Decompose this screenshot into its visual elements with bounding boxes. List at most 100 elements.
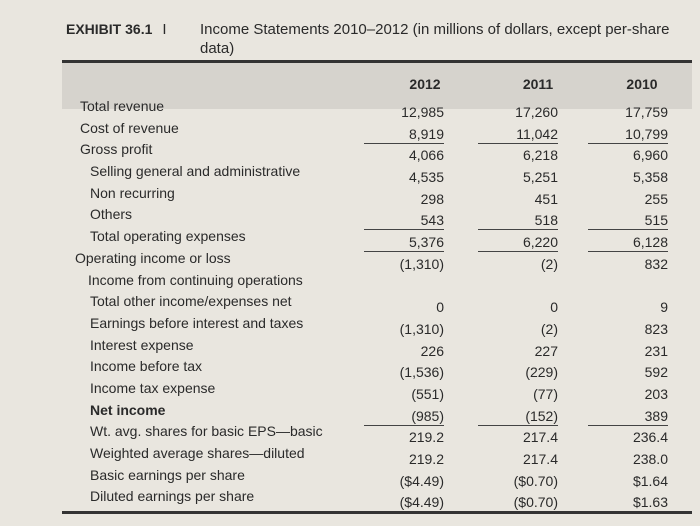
cell-2011: (152) <box>478 408 558 426</box>
table-row: Cost of revenue 8,919 11,042 10,799 <box>0 116 700 144</box>
cell-2012: ($4.49) <box>399 494 444 511</box>
cell-2012: 0 <box>436 299 444 316</box>
cell-2011: 217.4 <box>522 451 558 467</box>
table-row: Basic earnings per share ($4.49) ($0.70) $1… <box>0 463 700 489</box>
cell-2011: 0 <box>550 299 558 316</box>
row-label: Income from continuing operations <box>88 271 303 288</box>
cell-2012: (985) <box>364 408 444 426</box>
table-row: Diluted earnings per share ($4.49) ($0.70)… <box>0 484 700 510</box>
table-row: Selling general and administrative 4,535 5… <box>0 159 700 185</box>
cell-2012: 8,919 <box>364 126 444 144</box>
cell-2010: $1.63 <box>632 494 668 511</box>
cell-2012: 4,535 <box>408 169 444 186</box>
row-label: Interest expense <box>90 336 194 353</box>
cell-2010: 10,799 <box>588 126 668 144</box>
cell-2012: (1,310) <box>399 320 444 337</box>
cell-2012: (551) <box>411 385 444 402</box>
cell-2010: 832 <box>644 255 668 272</box>
table-top-rule <box>62 60 692 63</box>
cell-2010: 823 <box>644 320 668 337</box>
cell-2010: 255 <box>644 190 668 207</box>
column-header-2011: 2011 <box>522 76 554 92</box>
row-label: Selling general and administrative <box>90 163 301 180</box>
table-body: Total revenue 12,985 17,260 17,759 Cost of r… <box>0 94 700 510</box>
row-label: Income tax expense <box>90 379 216 396</box>
cell-2012: ($4.49) <box>399 472 444 489</box>
cell-2011: ($0.70) <box>513 472 558 489</box>
cell-2012: 5,376 <box>364 234 444 253</box>
cell-2010: 17,759 <box>625 104 668 120</box>
row-label: Earnings before interest and taxes <box>90 314 304 331</box>
row-label: Basic earnings per share <box>90 466 245 483</box>
exhibit-caption: Income Statements 2010–2012 (in millions… <box>200 21 670 57</box>
cell-2010: 515 <box>588 212 668 231</box>
cell-2012: 4,066 <box>408 147 444 164</box>
row-label: Weighted average shares—diluted <box>90 445 305 461</box>
cell-2012: (1,310) <box>399 255 444 272</box>
cell-2010: 236.4 <box>632 429 668 446</box>
cell-2011: ($0.70) <box>513 494 558 511</box>
row-label: Income before tax <box>90 358 203 375</box>
cell-2011: (2) <box>540 255 558 272</box>
cell-2011: 227 <box>534 342 558 359</box>
table-row: Gross profit 4,066 6,218 6,960 <box>0 137 700 163</box>
row-label: Diluted earnings per share <box>90 488 255 505</box>
cell-2011: 217.4 <box>522 429 558 446</box>
table-row: Net income (985) (152) 389 <box>0 398 700 426</box>
cell-2011: (2) <box>540 320 558 337</box>
row-label: Non recurring <box>90 184 175 201</box>
row-label: Wt. avg. shares for basic EPS—basic <box>90 423 323 440</box>
cell-2012: 543 <box>364 212 444 231</box>
table-row: Total other income/expenses net 0 0 9 <box>0 289 700 315</box>
row-label: Operating income or loss <box>75 249 231 266</box>
cell-2010: 6,960 <box>632 147 668 164</box>
table-row: Operating income or loss (1,310) (2) 832 <box>0 246 700 272</box>
table-row: Wt. avg. shares for basic EPS—basic 219.2… <box>0 419 700 445</box>
column-header-2010: 2010 <box>626 76 658 92</box>
table-row: Weighted average shares—diluted 219.2 217.… <box>0 441 700 467</box>
table-row: Total revenue 12,985 17,260 17,759 <box>0 94 700 120</box>
cell-2010: 9 <box>660 299 668 316</box>
title-separator: I <box>162 21 167 38</box>
cell-2012: 226 <box>420 342 444 359</box>
cell-2011: 17,260 <box>515 104 558 120</box>
row-label: Total operating expenses <box>90 228 246 245</box>
table-row: Interest expense 226 227 231 <box>0 333 700 359</box>
cell-2012: 219.2 <box>408 429 444 446</box>
row-label: Total revenue <box>80 98 165 114</box>
table-row: Income before tax (1,536) (229) 592 <box>0 354 700 380</box>
row-label: Others <box>90 206 133 223</box>
column-header-2012: 2012 <box>409 76 441 92</box>
exhibit-title: EXHIBIT 36.1 I Income Statements 2010–201… <box>66 20 669 57</box>
cell-2010: 238.0 <box>632 451 668 467</box>
cell-2011: 6,218 <box>522 147 558 164</box>
table-row: Total operating expenses 5,376 6,220 6,128 <box>0 224 700 253</box>
table-bottom-rule <box>62 511 692 514</box>
table-row: Income tax expense (551) (77) 203 <box>0 376 700 402</box>
table-row: Others 543 518 515 <box>0 202 700 231</box>
row-label: Gross profit <box>80 141 153 158</box>
cell-2010: 592 <box>644 364 668 381</box>
cell-2012: 12,985 <box>401 104 444 120</box>
table-header <box>62 63 692 109</box>
table-row: Earnings before interest and taxes (1,310… <box>0 311 700 337</box>
cell-2011: 11,042 <box>478 126 558 144</box>
cell-2010: 5,358 <box>632 169 668 186</box>
table-row: Non recurring 298 451 255 <box>0 181 700 207</box>
cell-2011: 451 <box>534 190 558 207</box>
table-row: Income from continuing operations <box>0 268 700 290</box>
cell-2010: 389 <box>588 408 668 426</box>
cell-2011: (229) <box>525 364 558 381</box>
cell-2011: 6,220 <box>478 234 558 253</box>
cell-2011: 5,251 <box>522 169 558 186</box>
cell-2010: $1.64 <box>632 472 668 489</box>
row-label: Net income <box>90 401 166 418</box>
cell-2011: (77) <box>533 385 558 402</box>
cell-2010: 231 <box>644 342 668 359</box>
row-label: Total other income/expenses net <box>90 293 292 310</box>
cell-2010: 6,128 <box>588 234 668 253</box>
cell-2010: 203 <box>644 385 668 402</box>
cell-2012: 219.2 <box>408 451 444 467</box>
cell-2011: 518 <box>478 212 558 231</box>
row-label: Cost of revenue <box>80 119 179 136</box>
